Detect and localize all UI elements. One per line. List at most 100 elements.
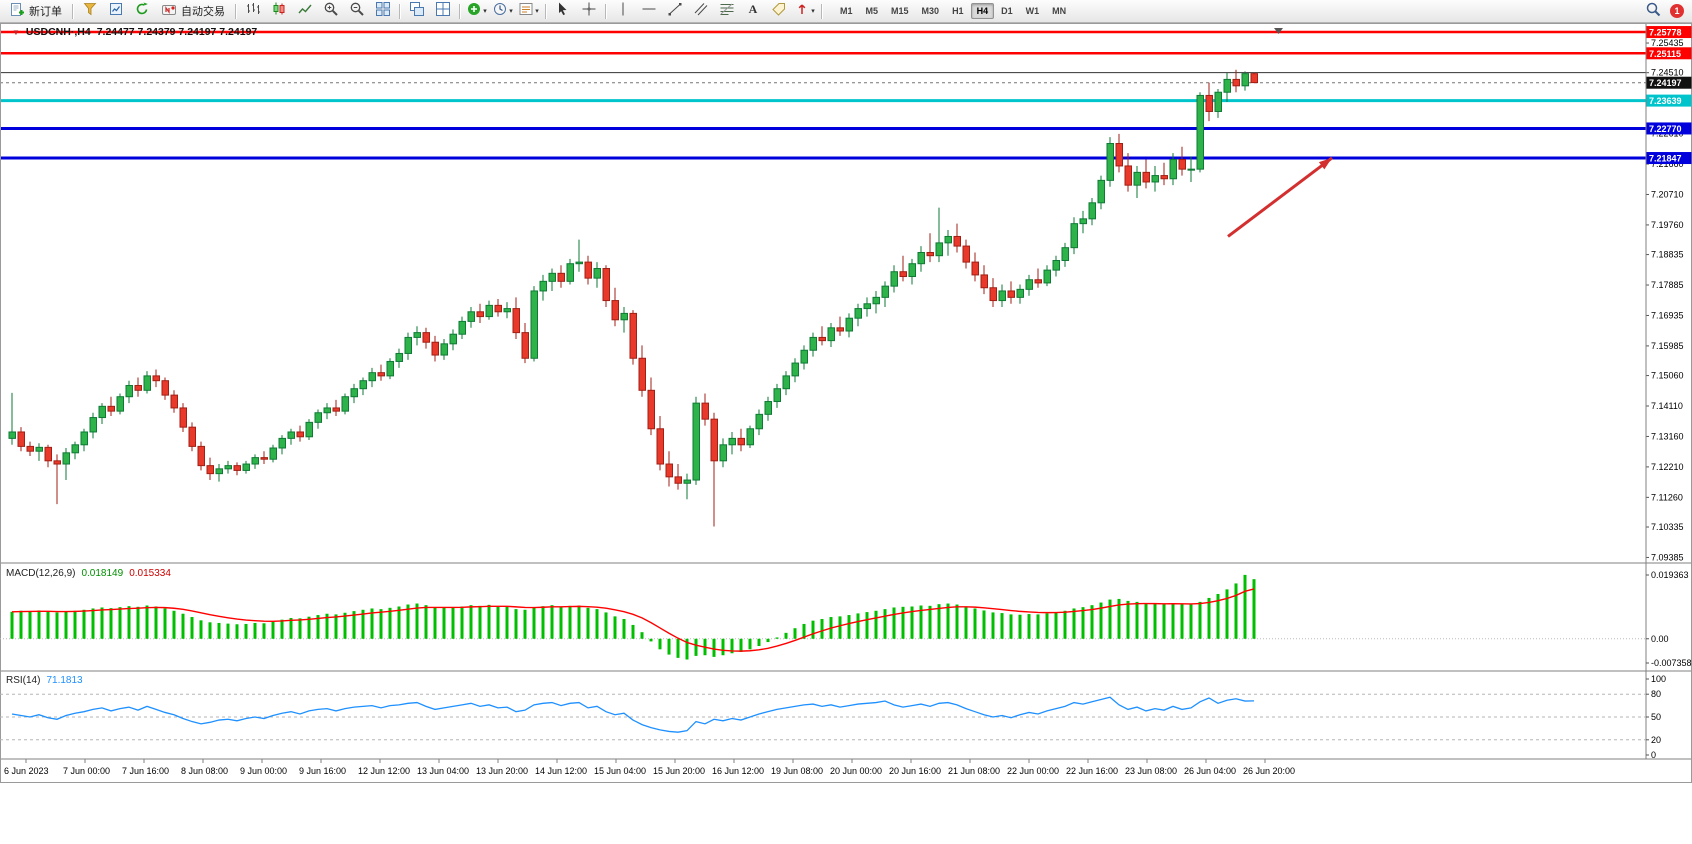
svg-text:7.11260: 7.11260: [1651, 492, 1683, 502]
auto-arrange-icon: [435, 1, 451, 22]
tf-button-h1[interactable]: H1: [952, 6, 964, 16]
chevron-down-icon: ▾: [811, 8, 815, 15]
svg-text:15 Jun 04:00: 15 Jun 04:00: [594, 766, 646, 776]
line-chart-button[interactable]: [292, 1, 317, 21]
cascade-windows-button[interactable]: [404, 1, 429, 21]
refresh-icon: [134, 1, 150, 22]
zoom-in-icon: [323, 1, 339, 22]
svg-text:22 Jun 16:00: 22 Jun 16:00: [1066, 766, 1118, 776]
svg-text:7.24197: 7.24197: [1649, 78, 1682, 88]
new-order-button[interactable]: 新订单: [3, 1, 68, 21]
refresh-button[interactable]: [129, 1, 154, 21]
bar-chart-icon: [245, 1, 261, 22]
svg-text:26 Jun 04:00: 26 Jun 04:00: [1184, 766, 1236, 776]
chevron-down-icon: ▾: [535, 8, 539, 15]
svg-text:20 Jun 16:00: 20 Jun 16:00: [889, 766, 941, 776]
line-chart-icon: [297, 1, 313, 22]
separator: [821, 3, 822, 19]
svg-text:16 Jun 12:00: 16 Jun 12:00: [712, 766, 764, 776]
zoom-in-button[interactable]: [318, 1, 343, 21]
label-button[interactable]: [766, 1, 791, 21]
svg-text:19 Jun 08:00: 19 Jun 08:00: [771, 766, 823, 776]
separator: [459, 3, 460, 19]
chart-canvas[interactable]: 7.254357.245107.235607.226107.216607.207…: [0, 23, 1692, 783]
toolbar-right: 1: [1640, 1, 1689, 21]
svg-text:7.14110: 7.14110: [1651, 401, 1683, 411]
search-button[interactable]: [1640, 1, 1665, 21]
cursor-button[interactable]: [550, 1, 575, 21]
text-icon: A: [745, 1, 761, 22]
svg-text:0.00: 0.00: [1651, 634, 1669, 644]
autotrading-icon: [161, 2, 177, 21]
tf-button-d1[interactable]: D1: [1001, 6, 1013, 16]
svg-text:A: A: [748, 2, 757, 16]
svg-text:0: 0: [1651, 750, 1656, 760]
svg-text:20 Jun 00:00: 20 Jun 00:00: [830, 766, 882, 776]
tile-windows-icon: [375, 1, 391, 22]
trendline-button[interactable]: [662, 1, 687, 21]
tf-button-mn[interactable]: MN: [1052, 6, 1067, 16]
vertical-line-button[interactable]: [610, 1, 635, 21]
svg-text:21 Jun 08:00: 21 Jun 08:00: [948, 766, 1000, 776]
svg-text:13 Jun 04:00: 13 Jun 04:00: [417, 766, 469, 776]
channel-icon: [693, 1, 709, 22]
svg-text:7.21847: 7.21847: [1649, 154, 1682, 164]
svg-text:7.25778: 7.25778: [1649, 28, 1682, 38]
svg-text:-0.007358: -0.007358: [1651, 658, 1692, 668]
crosshair-button[interactable]: [576, 1, 601, 21]
svg-text:7.25115: 7.25115: [1649, 49, 1681, 59]
svg-text:7 Jun 16:00: 7 Jun 16:00: [122, 766, 169, 776]
tile-windows-button[interactable]: [370, 1, 395, 21]
svg-text:7.13160: 7.13160: [1651, 431, 1684, 441]
fibonacci-button[interactable]: [714, 1, 739, 21]
text-button[interactable]: A: [740, 1, 765, 21]
periods-button[interactable]: ▾: [490, 1, 515, 21]
zoom-out-button[interactable]: [344, 1, 369, 21]
svg-text:14 Jun 12:00: 14 Jun 12:00: [535, 766, 587, 776]
svg-text:8 Jun 08:00: 8 Jun 08:00: [181, 766, 228, 776]
svg-text:7.20710: 7.20710: [1651, 189, 1684, 199]
arrows-tool-button[interactable]: ▾: [792, 1, 817, 21]
notification-badge[interactable]: 1: [1670, 4, 1684, 18]
tf-button-m5[interactable]: M5: [865, 6, 879, 16]
separator: [235, 3, 236, 19]
indicators-button[interactable]: ▾: [464, 1, 489, 21]
horizontal-line-button[interactable]: [636, 1, 661, 21]
chart-window: 7.254357.245107.235607.226107.216607.207…: [0, 23, 1692, 783]
svg-text:7.18835: 7.18835: [1651, 250, 1684, 260]
new-order-icon: [9, 2, 25, 21]
tf-button-m30[interactable]: M30: [921, 6, 940, 16]
svg-text:80: 80: [1651, 689, 1661, 699]
templates-button[interactable]: ▾: [516, 1, 541, 21]
tf-button-h4[interactable]: H4: [970, 3, 995, 19]
separator: [72, 3, 73, 19]
svg-text:20: 20: [1651, 735, 1661, 745]
tag-label-icon: [771, 1, 787, 22]
symbols-button[interactable]: [77, 1, 102, 21]
indicators-plus-icon: [466, 1, 482, 22]
chevron-down-icon: ▾: [509, 8, 513, 15]
channel-button[interactable]: [688, 1, 713, 21]
reports-button[interactable]: [103, 1, 128, 21]
svg-text:23 Jun 08:00: 23 Jun 08:00: [1125, 766, 1177, 776]
cursor-icon: [555, 1, 571, 22]
svg-text:22 Jun 00:00: 22 Jun 00:00: [1007, 766, 1059, 776]
svg-text:7.15985: 7.15985: [1651, 341, 1684, 351]
tf-button-w1[interactable]: W1: [1025, 6, 1040, 16]
separator: [399, 3, 400, 19]
svg-text:7.19760: 7.19760: [1651, 220, 1684, 230]
horizontal-line-icon: [641, 1, 657, 22]
candlestick-chart-button[interactable]: [266, 1, 291, 21]
tf-button-m15[interactable]: M15: [891, 6, 909, 16]
auto-arrange-button[interactable]: [430, 1, 455, 21]
bar-chart-button[interactable]: [240, 1, 265, 21]
autotrading-button[interactable]: 自动交易: [155, 1, 231, 21]
zoom-out-icon: [349, 1, 365, 22]
svg-text:7.17885: 7.17885: [1651, 280, 1684, 290]
tf-button-m1[interactable]: M1: [840, 6, 853, 16]
svg-text:9 Jun 16:00: 9 Jun 16:00: [299, 766, 346, 776]
new-order-label: 新订单: [29, 6, 62, 18]
svg-text:15 Jun 20:00: 15 Jun 20:00: [653, 766, 705, 776]
arrow-symbol-icon: [794, 1, 810, 22]
clock-icon: [492, 1, 508, 22]
